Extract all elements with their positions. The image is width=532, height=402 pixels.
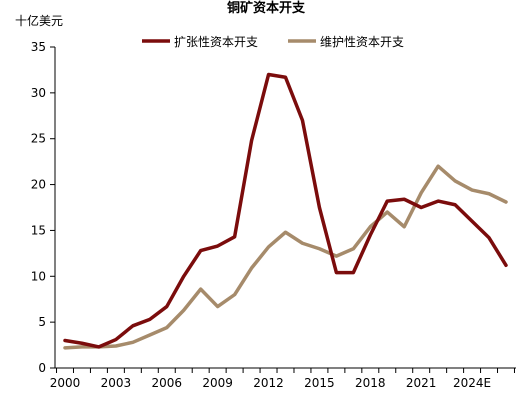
legend-item-maintenance: 维护性资本开支 bbox=[288, 35, 404, 49]
x-tick-label: 2000 bbox=[50, 376, 81, 390]
y-axis-ticks: 0 5 10 15 20 25 30 35 bbox=[31, 40, 55, 375]
y-tick-label: 0 bbox=[38, 361, 46, 375]
y-tick-label: 30 bbox=[31, 86, 46, 100]
x-tick-label: 2018 bbox=[355, 376, 386, 390]
x-tick-label: 2024E bbox=[453, 376, 491, 390]
series-layer bbox=[63, 72, 508, 350]
legend-label-expansion: 扩张性资本开支 bbox=[174, 35, 258, 49]
y-tick-label: 20 bbox=[31, 178, 46, 192]
y-axis-unit-label: 十亿美元 bbox=[15, 13, 63, 28]
x-tick-label: 2006 bbox=[151, 376, 182, 390]
y-tick-label: 15 bbox=[31, 223, 46, 237]
legend: 扩张性资本开支 维护性资本开支 bbox=[142, 35, 404, 49]
x-tick-label: 2021 bbox=[406, 376, 437, 390]
series-line-maintenance bbox=[63, 164, 508, 350]
chart-title: 铜矿资本开支 bbox=[226, 0, 306, 16]
series-line-expansion bbox=[63, 72, 508, 349]
x-tick-label: 2009 bbox=[202, 376, 233, 390]
axes bbox=[54, 47, 516, 369]
y-tick-label: 35 bbox=[31, 40, 46, 54]
legend-label-maintenance: 维护性资本开支 bbox=[320, 35, 404, 49]
x-tick-label: 2003 bbox=[101, 376, 132, 390]
y-tick-label: 5 bbox=[38, 315, 46, 329]
x-tick-label: 2015 bbox=[304, 376, 335, 390]
y-tick-label: 10 bbox=[31, 269, 46, 283]
y-tick-label: 25 bbox=[31, 132, 46, 146]
x-axis-ticks: 2000 2003 2006 2009 2012 2015 2018 2021 2024E bbox=[50, 368, 515, 390]
x-tick-label: 2012 bbox=[253, 376, 284, 390]
legend-item-expansion: 扩张性资本开支 bbox=[142, 35, 258, 49]
